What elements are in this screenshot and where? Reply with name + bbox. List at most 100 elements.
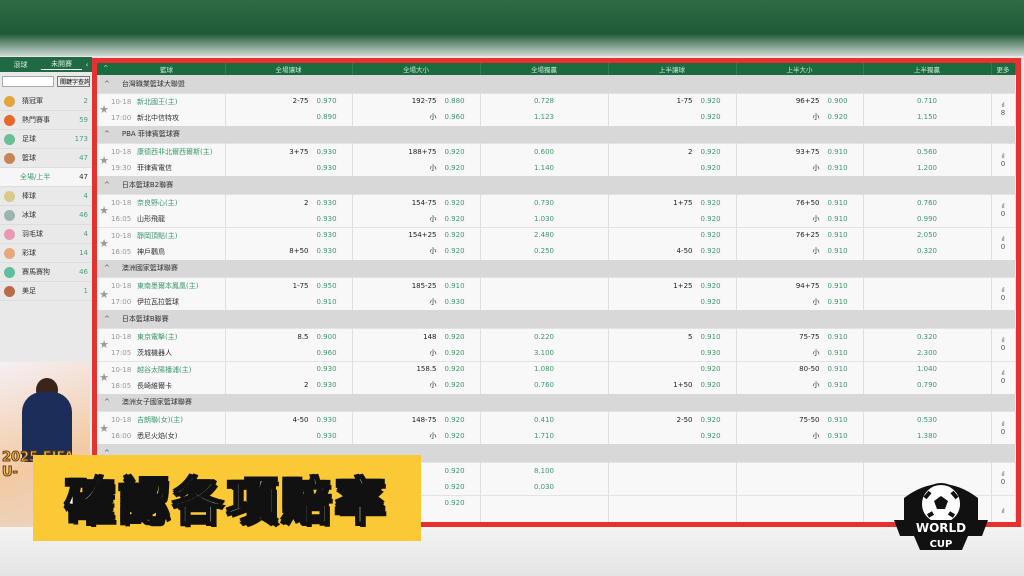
odds-cell[interactable]: 1+50 0.920 <box>608 377 737 394</box>
moneyline-cell[interactable]: 1.150 <box>863 109 992 126</box>
league-row[interactable]: ^ 澳洲女子國家籃球聯賽 <box>97 393 1015 412</box>
moneyline-cell[interactable]: 0.990 <box>863 210 992 227</box>
odds-cell[interactable]: 0.930 <box>225 360 353 378</box>
more-bets[interactable]: ıl 0 <box>991 461 1016 495</box>
moneyline-cell[interactable]: 1.080 <box>480 360 609 378</box>
tab-upcoming[interactable]: 未開賽 <box>41 59 82 70</box>
moneyline-cell[interactable]: 0.600 <box>480 142 609 160</box>
keyword-search-button[interactable]: 關鍵字查詢 <box>57 76 90 87</box>
more-bets[interactable]: ıl 0 <box>991 327 1016 361</box>
odds-cell[interactable]: 小 0.960 <box>352 109 481 126</box>
sidebar-item[interactable]: 猜冠軍 2 <box>0 92 92 111</box>
moneyline-cell[interactable]: 1.380 <box>863 427 992 444</box>
moneyline-cell[interactable]: 0.760 <box>863 193 992 211</box>
moneyline-cell[interactable]: 0.320 <box>863 243 992 260</box>
odds-cell[interactable]: 小 0.920 <box>352 243 481 260</box>
moneyline-cell[interactable]: 8.100 <box>480 461 609 479</box>
odds-cell[interactable]: 4-50 0.930 <box>225 410 353 428</box>
moneyline-cell[interactable] <box>480 494 609 512</box>
odds-cell[interactable]: 小 0.910 <box>736 210 864 227</box>
home-team[interactable]: 康德西非北爾西爾斯(主) <box>137 148 213 156</box>
odds-cell[interactable] <box>608 478 737 495</box>
odds-cell[interactable]: 0.920 <box>608 293 737 310</box>
sidebar-item[interactable]: 賽馬賽狗 46 <box>0 263 92 282</box>
moneyline-cell[interactable]: 0.410 <box>480 410 609 428</box>
home-team[interactable]: 東京電擊(主) <box>137 332 178 341</box>
moneyline-cell[interactable] <box>480 293 609 310</box>
odds-cell[interactable]: 4-50 0.920 <box>608 243 737 260</box>
favorite-star-icon[interactable]: ★ <box>99 371 109 384</box>
favorite-star-icon[interactable]: ★ <box>99 103 109 116</box>
odds-cell[interactable]: 小 0.920 <box>352 427 481 444</box>
odds-cell[interactable]: 0.960 <box>225 344 353 361</box>
odds-cell[interactable]: 154-75 0.920 <box>352 193 481 211</box>
odds-cell[interactable]: 2 0.920 <box>608 142 737 160</box>
moneyline-cell[interactable]: 1.040 <box>863 360 992 378</box>
odds-cell[interactable] <box>736 494 864 512</box>
away-team[interactable]: 悉尼火焰(女) <box>137 432 178 440</box>
more-bets[interactable]: ıl 8 <box>991 92 1016 126</box>
moneyline-cell[interactable] <box>480 511 609 522</box>
moneyline-cell[interactable]: 2.050 <box>863 226 992 244</box>
keyword-search-input[interactable] <box>2 76 54 87</box>
odds-cell[interactable]: 0.930 <box>225 210 353 227</box>
moneyline-cell[interactable] <box>863 461 992 479</box>
sidebar-item[interactable]: 籃球 47 <box>0 149 92 168</box>
odds-cell[interactable] <box>736 461 864 479</box>
odds-cell[interactable]: 0.930 <box>225 159 353 176</box>
odds-cell[interactable]: 小 0.910 <box>736 243 864 260</box>
odds-cell[interactable]: 158.5 0.920 <box>352 360 481 378</box>
favorite-star-icon[interactable]: ★ <box>99 153 109 167</box>
chevron-up-icon[interactable]: ^ <box>104 448 110 457</box>
favorite-star-icon[interactable]: ★ <box>99 204 109 217</box>
chevron-up-icon[interactable]: ^ <box>104 79 110 88</box>
away-team[interactable]: 長崎維爾卡 <box>137 381 172 390</box>
odds-cell[interactable]: 185-25 0.910 <box>352 276 481 294</box>
league-row[interactable]: ^ 日本籃球B2聯賽 <box>97 176 1015 194</box>
home-team[interactable]: 奈良野心(主) <box>137 198 178 207</box>
moneyline-cell[interactable]: 1.200 <box>863 159 992 176</box>
away-team[interactable]: 山形飛龍 <box>137 214 165 223</box>
chevron-up-icon[interactable]: ^ <box>104 130 110 139</box>
chevron-up-icon[interactable]: ^ <box>104 314 110 323</box>
moneyline-cell[interactable]: 0.728 <box>480 92 609 110</box>
sidebar-item[interactable]: 羽毛球 4 <box>0 225 92 244</box>
odds-cell[interactable]: 小 0.910 <box>736 427 864 444</box>
odds-cell[interactable]: 2 0.930 <box>225 377 353 394</box>
league-row[interactable]: ^ 澳洲國家籃球聯賽 <box>97 259 1015 278</box>
odds-cell[interactable]: 1-75 0.950 <box>225 276 353 294</box>
odds-cell[interactable]: 0.920 <box>608 226 737 244</box>
odds-cell[interactable]: 8+50 0.930 <box>225 243 353 260</box>
odds-cell[interactable]: 75-50 0.910 <box>736 410 864 428</box>
away-team[interactable]: 菲律賓電信 <box>137 164 172 172</box>
moneyline-cell[interactable] <box>480 276 609 294</box>
moneyline-cell[interactable]: 1.140 <box>480 159 609 176</box>
moneyline-cell[interactable]: 0.730 <box>480 193 609 211</box>
home-team[interactable]: 吉朗聯(女)(主) <box>137 416 183 424</box>
more-bets[interactable]: ıl 0 <box>991 193 1016 227</box>
odds-cell[interactable]: 80-50 0.910 <box>736 360 864 378</box>
sidebar-item[interactable]: 棒球 4 <box>0 187 92 206</box>
more-bets[interactable]: ıl 0 <box>991 411 1016 444</box>
odds-cell[interactable] <box>608 494 737 512</box>
collapse-all-icon[interactable]: ^ <box>103 64 109 72</box>
sidebar-item[interactable]: 全場/上半 47 <box>0 168 92 187</box>
odds-cell[interactable]: 2 0.930 <box>225 193 353 211</box>
odds-cell[interactable]: 1-75 0.920 <box>608 92 737 110</box>
moneyline-cell[interactable]: 0.560 <box>863 142 992 160</box>
odds-cell[interactable]: 75-75 0.910 <box>736 327 864 345</box>
odds-cell[interactable]: 0.920 <box>608 427 737 444</box>
home-team[interactable]: 東南墨爾本鳳凰(主) <box>137 282 199 290</box>
more-bets[interactable]: ıl 0 <box>991 226 1016 260</box>
odds-cell[interactable]: 2-75 0.970 <box>225 92 353 110</box>
moneyline-cell[interactable]: 1.710 <box>480 427 609 444</box>
moneyline-cell[interactable]: 2.480 <box>480 226 609 244</box>
moneyline-cell[interactable]: 0.530 <box>863 410 992 428</box>
away-team[interactable]: 神戶鸛鳥 <box>137 247 165 256</box>
moneyline-cell[interactable]: 0.760 <box>480 377 609 394</box>
odds-cell[interactable]: 76+50 0.910 <box>736 193 864 211</box>
odds-cell[interactable]: 76+25 0.910 <box>736 226 864 244</box>
chevron-up-icon[interactable]: ^ <box>104 398 110 407</box>
odds-cell[interactable]: 小 0.910 <box>736 293 864 310</box>
odds-cell[interactable]: 96+25 0.900 <box>736 92 864 110</box>
